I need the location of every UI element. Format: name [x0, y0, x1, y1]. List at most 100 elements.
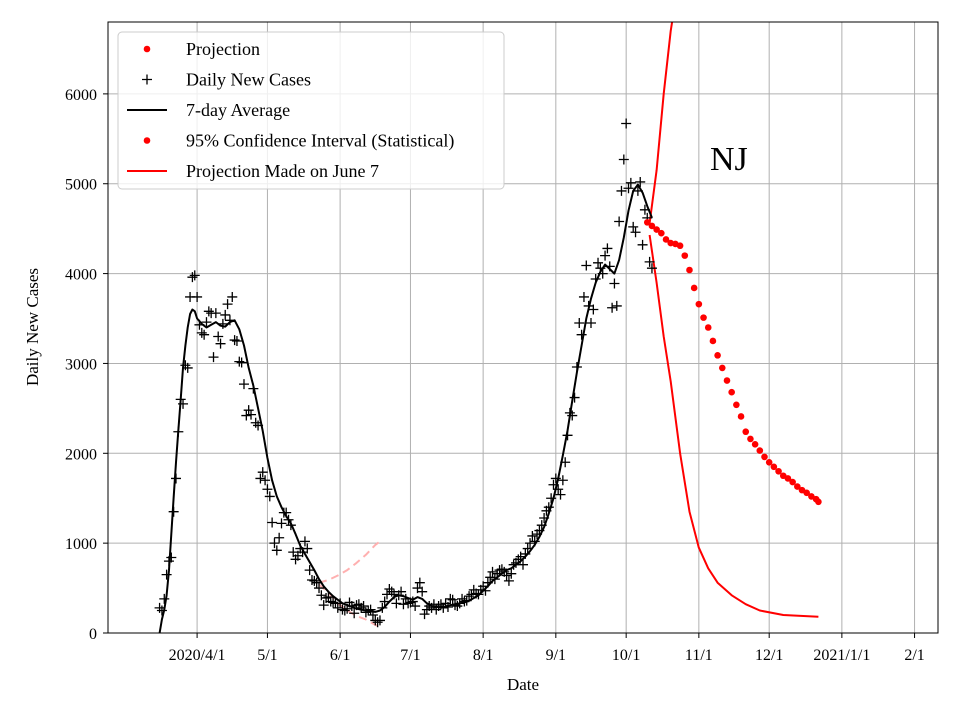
daily-cases-point	[646, 263, 657, 274]
projection-point	[704, 324, 712, 331]
daily-cases-point	[210, 308, 221, 319]
daily-cases-point	[593, 257, 604, 268]
projection-point	[662, 236, 670, 243]
daily-cases-point	[199, 329, 210, 340]
daily-cases-point	[241, 410, 252, 421]
daily-cases-point	[243, 405, 254, 416]
daily-cases-point	[578, 291, 589, 302]
projection-point	[733, 401, 740, 409]
projection-point	[653, 226, 660, 233]
series-95-confidence-interval-statistical-upper	[648, 22, 674, 224]
projection-point	[756, 447, 764, 454]
x-tick-label: 2021/1/1	[813, 647, 870, 664]
daily-cases-point	[625, 177, 636, 188]
daily-cases-point	[588, 304, 599, 315]
daily-cases-point	[391, 598, 402, 609]
projection-point	[751, 441, 759, 448]
daily-cases-point	[464, 591, 475, 602]
daily-cases-point	[299, 536, 310, 547]
daily-cases-point	[616, 185, 627, 196]
daily-cases-point	[255, 473, 266, 484]
daily-cases-point	[419, 609, 430, 620]
projection-point	[643, 219, 651, 226]
daily-cases-point	[276, 518, 287, 529]
daily-cases-point	[201, 317, 212, 328]
projection-point	[718, 364, 726, 372]
x-tick-label: 5/1	[257, 647, 277, 664]
daily-cases-point	[220, 309, 231, 320]
daily-cases-point	[337, 604, 348, 615]
series-layer	[154, 22, 822, 633]
projection-point	[695, 300, 703, 308]
daily-cases-point	[403, 598, 414, 609]
daily-cases-point	[644, 256, 655, 267]
daily-cases-point	[213, 331, 224, 342]
projection-point	[761, 453, 768, 461]
daily-cases-point	[407, 596, 418, 607]
daily-cases-point	[332, 602, 343, 613]
95-confidence-interval-statistical-upper-line	[648, 22, 674, 224]
x-tick-label: 12/1	[755, 647, 783, 664]
projection-point	[686, 266, 693, 274]
y-tick-label: 3000	[65, 356, 97, 373]
daily-cases-point	[264, 491, 275, 502]
series-daily-new-cases	[154, 118, 657, 628]
daily-cases-point	[609, 278, 620, 289]
legend: Projection Daily New Cases 7-day Average 95…	[117, 31, 505, 190]
daily-cases-point	[527, 530, 538, 541]
daily-cases-point	[166, 552, 177, 563]
series-7-day-average	[158, 183, 653, 633]
daily-cases-point	[349, 608, 360, 619]
daily-cases-point	[229, 335, 240, 346]
daily-cases-point	[196, 327, 207, 338]
projection-point	[681, 252, 689, 259]
daily-cases-point	[574, 318, 585, 329]
daily-cases-point	[637, 239, 648, 250]
y-tick-label: 4000	[65, 267, 97, 284]
x-tick-label: 6/1	[330, 647, 350, 664]
legend-entry-projection: Projection	[143, 39, 260, 59]
daily-cases-point	[525, 538, 536, 549]
y-axis: 0 1000 2000 3000 4000 5000 6000	[65, 87, 108, 643]
daily-cases-point	[398, 599, 409, 610]
projection-point	[676, 242, 684, 250]
daily-cases-point	[447, 594, 458, 605]
projection-point	[742, 428, 750, 436]
daily-cases-point	[628, 221, 639, 232]
daily-cases-point	[602, 243, 613, 254]
daily-cases-point	[494, 565, 505, 576]
legend-plus-marker	[142, 74, 152, 85]
daily-cases-point	[569, 392, 580, 403]
legend-label: 95% Confidence Interval (Statistical)	[186, 131, 454, 152]
daily-cases-point	[585, 318, 596, 329]
projection-point	[815, 498, 822, 506]
daily-cases-point	[182, 362, 193, 373]
daily-cases-point	[192, 291, 203, 302]
daily-cases-point	[555, 489, 566, 500]
daily-cases-point	[611, 300, 622, 311]
x-tick-label: 9/1	[546, 647, 566, 664]
daily-cases-point	[621, 118, 632, 129]
daily-cases-point	[309, 575, 320, 586]
daily-cases-point	[314, 583, 325, 594]
projection-point	[765, 458, 773, 466]
legend-label: 7-day Average	[186, 100, 290, 120]
daily-cases-point	[576, 329, 587, 340]
projection-point	[784, 475, 792, 482]
daily-cases-point	[257, 467, 268, 478]
daily-cases-point	[445, 593, 456, 604]
daily-cases-point	[222, 299, 233, 310]
projection-point	[658, 229, 665, 237]
daily-cases-point	[271, 545, 282, 556]
daily-cases-point	[518, 559, 528, 570]
daily-cases-point	[635, 176, 646, 187]
daily-cases-point	[614, 216, 625, 227]
y-tick-label: 1000	[65, 536, 97, 553]
daily-cases-point	[246, 409, 257, 420]
series-95-confidence-interval-statistical-lower	[648, 234, 819, 618]
daily-cases-point	[410, 601, 421, 612]
daily-cases-point	[304, 565, 315, 576]
legend-label: Projection	[186, 39, 260, 59]
x-tick-label: 2020/4/1	[169, 647, 226, 664]
